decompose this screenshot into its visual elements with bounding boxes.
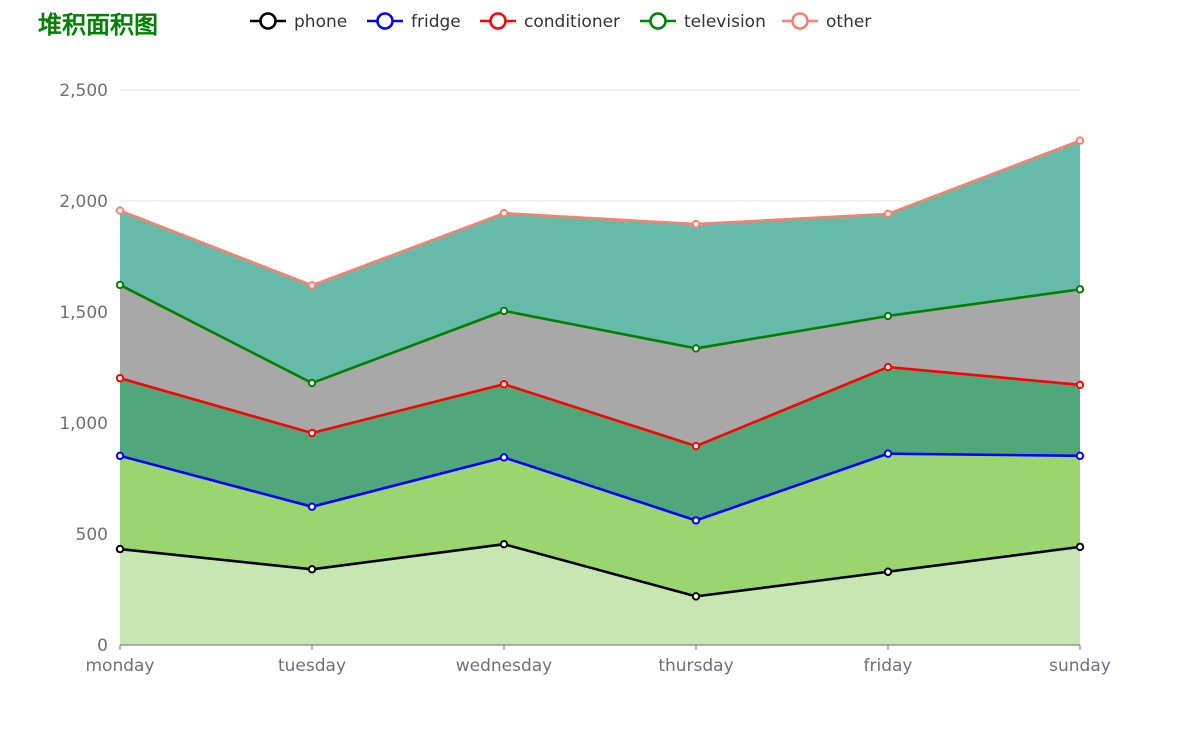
legend: phone fridge conditioner television other [250, 12, 871, 32]
y-tick-label: 2,500 [59, 81, 108, 101]
legend-symbol [649, 12, 667, 30]
point-television[interactable] [307, 378, 317, 388]
point-conditioner[interactable] [115, 373, 125, 383]
axes: 0 500 1,000 1,500 2,000 2,500 monday tuesday wed… [59, 81, 1111, 676]
legend-label: phone [294, 12, 347, 32]
chart-title: 堆积面积图 [38, 11, 158, 39]
point-other[interactable] [307, 281, 317, 290]
point-fridge[interactable] [883, 449, 893, 458]
point-fridge[interactable] [1075, 451, 1085, 461]
legend-label: television [684, 12, 766, 32]
point-conditioner[interactable] [307, 428, 317, 438]
legend-item-other[interactable]: other [782, 12, 871, 32]
legend-symbol [376, 12, 394, 30]
point-phone[interactable] [499, 540, 509, 549]
legend-label: fridge [411, 12, 461, 32]
point-fridge[interactable] [499, 453, 509, 462]
point-phone[interactable] [691, 592, 701, 601]
line-other [119, 139, 1081, 287]
point-phone[interactable] [883, 567, 893, 576]
x-tick-label: friday [864, 656, 913, 676]
x-tick-label: wednesday [456, 656, 553, 676]
point-conditioner[interactable] [883, 362, 893, 372]
line-fridge [119, 452, 1081, 522]
point-phone[interactable] [1075, 542, 1085, 552]
line-conditioner [119, 365, 1081, 448]
legend-item-conditioner[interactable]: conditioner [480, 12, 620, 32]
point-television[interactable] [1075, 285, 1085, 294]
point-other[interactable] [691, 219, 701, 229]
x-tick-label: monday [85, 656, 154, 676]
point-fridge[interactable] [307, 502, 317, 511]
y-tick-label: 1,500 [59, 303, 108, 323]
x-tick-label: thursday [658, 656, 733, 676]
area-phone [120, 544, 1080, 645]
point-phone[interactable] [307, 565, 317, 574]
legend-symbol [791, 12, 809, 30]
legend-symbol [489, 12, 507, 30]
point-fridge[interactable] [691, 516, 701, 525]
series-points [115, 136, 1085, 601]
area-conditioner [120, 367, 1080, 521]
point-conditioner[interactable] [691, 441, 701, 451]
point-television[interactable] [115, 280, 125, 290]
line-television [119, 283, 1081, 385]
point-conditioner[interactable] [499, 379, 509, 389]
y-tick-label: 2,000 [59, 192, 108, 212]
point-television[interactable] [883, 311, 893, 321]
y-tick-label: 0 [97, 636, 108, 656]
point-television[interactable] [691, 344, 701, 353]
area-fridge [120, 453, 1080, 597]
area-other [120, 140, 1080, 384]
point-other[interactable] [499, 209, 509, 218]
area-layers [120, 140, 1080, 645]
legend-label: conditioner [524, 12, 620, 32]
point-phone[interactable] [115, 544, 125, 554]
x-tick-label: sunday [1049, 656, 1111, 676]
y-tick-label: 1,000 [59, 414, 108, 434]
point-other[interactable] [1075, 136, 1085, 145]
legend-symbol [259, 12, 277, 30]
point-other[interactable] [115, 206, 125, 215]
line-phone [119, 542, 1081, 598]
point-other[interactable] [883, 209, 893, 219]
series-lines [119, 139, 1081, 598]
legend-label: other [826, 12, 871, 32]
point-television[interactable] [499, 306, 509, 316]
point-fridge[interactable] [115, 451, 125, 461]
legend-item-fridge[interactable]: fridge [367, 12, 461, 32]
x-tick-label: tuesday [278, 656, 346, 676]
legend-item-phone[interactable]: phone [250, 12, 347, 32]
y-tick-label: 500 [76, 525, 108, 545]
point-conditioner[interactable] [1075, 380, 1085, 390]
legend-item-television[interactable]: television [640, 12, 766, 32]
